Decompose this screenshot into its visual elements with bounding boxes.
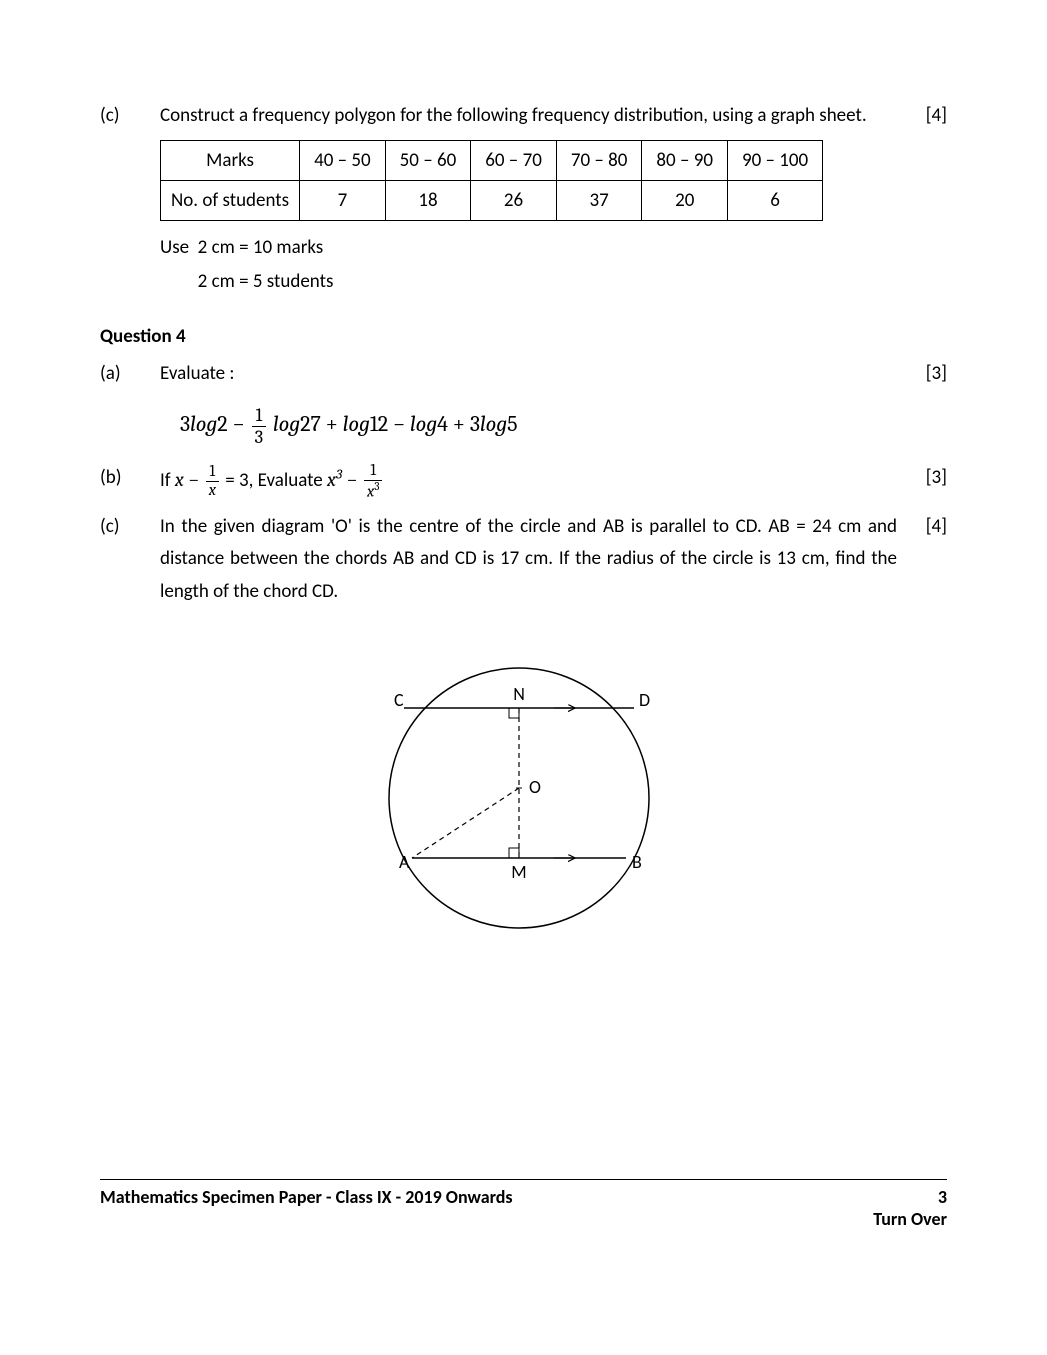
- expr-log: log: [480, 411, 507, 437]
- label-b: B: [632, 851, 642, 873]
- page-container: (c) Construct a frequency polygon for th…: [0, 0, 1047, 1280]
- q4c-text: In the given diagram 'O' is the centre o…: [160, 511, 897, 608]
- marks-header: Marks: [161, 141, 300, 181]
- q4b-frac1: 1x: [206, 463, 219, 500]
- q4a-expression: 3log2 − 13 log27 + log12 − log4 + 3log5: [180, 405, 947, 447]
- label-m: M: [511, 861, 526, 883]
- table-cell: 40 – 50: [300, 141, 386, 181]
- q4b-x3: x3: [327, 468, 342, 491]
- q4b-marks: [3]: [907, 462, 947, 501]
- students-header: No. of students: [161, 181, 300, 221]
- frac-num: 1: [364, 462, 382, 481]
- q4b-if: If: [160, 469, 175, 492]
- expr-t: 5: [507, 411, 517, 437]
- expr-log: log: [273, 411, 300, 437]
- expr-t: 27 +: [300, 411, 343, 437]
- q4b-row: (b) If x − 1x = 3, Evaluate x3 − 1x3 [3]: [100, 462, 947, 501]
- table-row: No. of students 7 18 26 37 20 6: [161, 181, 823, 221]
- footer-right: 3 Turn Over: [873, 1186, 947, 1230]
- table-cell: 80 – 90: [642, 141, 728, 181]
- q4b-label: (b): [100, 462, 160, 501]
- expr-log: log: [190, 411, 217, 437]
- frac-den: 3: [252, 427, 267, 448]
- right-angle-n-icon: [509, 708, 519, 718]
- question-4-heading: Question 4: [100, 325, 947, 348]
- table-cell: 6: [727, 181, 822, 221]
- part-c-label: (c): [100, 100, 160, 132]
- label-a: A: [399, 851, 410, 873]
- table-cell: 7: [300, 181, 386, 221]
- table-cell: 50 – 60: [385, 141, 471, 181]
- q4a-label: (a): [100, 358, 160, 390]
- q4c-row: (c) In the given diagram 'O' is the cent…: [100, 511, 947, 608]
- label-n: N: [513, 683, 525, 705]
- frequency-table: Marks 40 – 50 50 – 60 60 – 70 70 – 80 80…: [160, 140, 823, 221]
- q4b-minus2: −: [342, 468, 362, 491]
- page-footer: Mathematics Specimen Paper - Class IX - …: [100, 1179, 947, 1230]
- line-oa: [412, 788, 519, 858]
- table-cell: 18: [385, 181, 471, 221]
- q4c-marks: [4]: [907, 511, 947, 608]
- den-sup: 3: [374, 480, 379, 493]
- label-c: C: [394, 689, 404, 711]
- expr-frac1: 13: [252, 405, 267, 447]
- q4a-text: Evaluate :: [160, 358, 897, 390]
- footer-rule: [100, 1179, 947, 1180]
- q4b-content: If x − 1x = 3, Evaluate x3 − 1x3: [160, 462, 897, 501]
- expr-log: log: [410, 411, 437, 437]
- frac-num: 1: [252, 405, 267, 427]
- q4b-x: x: [175, 468, 184, 491]
- label-o: O: [529, 776, 541, 798]
- footer-left: Mathematics Specimen Paper - Class IX - …: [100, 1186, 513, 1230]
- label-d: D: [639, 689, 650, 711]
- q4b-minus: −: [184, 468, 204, 491]
- part-c-marks: [4]: [907, 100, 947, 132]
- scale2: 2 cm = 5 students: [198, 270, 334, 293]
- table-cell: 37: [556, 181, 642, 221]
- expr-t: 4 + 3: [437, 411, 480, 437]
- x2: x: [327, 468, 336, 491]
- table-row: Marks 40 – 50 50 – 60 60 – 70 70 – 80 80…: [161, 141, 823, 181]
- q4b-frac2: 1x3: [364, 462, 382, 501]
- footer-row: Mathematics Specimen Paper - Class IX - …: [100, 1186, 947, 1230]
- q4b-eq: = 3, Evaluate: [221, 469, 327, 492]
- table-cell: 70 – 80: [556, 141, 642, 181]
- q4a-marks: [3]: [907, 358, 947, 390]
- question-c-row: (c) Construct a frequency polygon for th…: [100, 100, 947, 132]
- q4c-label: (c): [100, 511, 160, 608]
- right-angle-m-icon: [509, 848, 519, 858]
- table-cell: 90 – 100: [727, 141, 822, 181]
- expr-log: log: [343, 411, 370, 437]
- frac-num: 1: [206, 463, 219, 482]
- scale1: 2 cm = 10 marks: [198, 236, 324, 259]
- scale-use: Use: [160, 236, 189, 259]
- expr-t: 12 −: [370, 411, 410, 437]
- table-wrap: Marks 40 – 50 50 – 60 60 – 70 70 – 80 80…: [160, 140, 947, 299]
- part-c-text: Construct a frequency polygon for the fo…: [160, 100, 897, 132]
- scale-lines: Use 2 cm = 10 marks Use 2 cm = 5 student…: [160, 231, 947, 299]
- table-cell: 60 – 70: [471, 141, 557, 181]
- circle-diagram: C D N O A B M: [364, 648, 684, 958]
- expr-3: 3: [180, 411, 190, 437]
- turn-over: Turn Over: [873, 1208, 947, 1230]
- table-cell: 26: [471, 181, 557, 221]
- q4a-row: (a) Evaluate : [3]: [100, 358, 947, 390]
- frac-den: x: [206, 482, 219, 500]
- expr-t: 2 −: [217, 411, 244, 437]
- table-cell: 20: [642, 181, 728, 221]
- q4a-expression-wrap: 3log2 − 13 log27 + log12 − log4 + 3log5: [160, 405, 947, 447]
- page-number: 3: [873, 1186, 947, 1208]
- frac-den: x3: [364, 481, 382, 501]
- circle-diagram-wrap: C D N O A B M: [100, 648, 947, 963]
